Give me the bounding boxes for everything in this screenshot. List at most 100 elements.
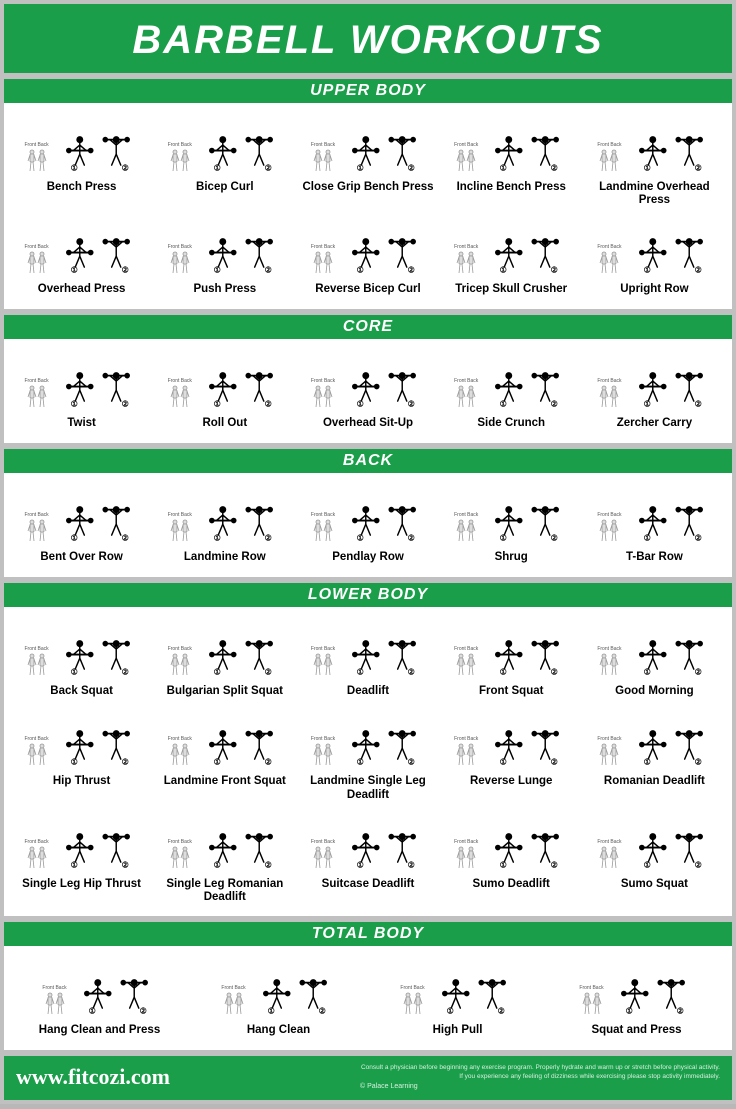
svg-text:①: ①: [625, 1007, 632, 1016]
svg-text:②: ②: [265, 758, 272, 767]
anatomy-icon: Front Back: [168, 244, 192, 281]
exercise-cell: Front Back ①: [155, 479, 294, 565]
svg-text:①: ①: [643, 758, 650, 767]
svg-text:①: ①: [214, 400, 221, 409]
disclaimer-text: Consult a physician before beginning any…: [360, 1064, 720, 1081]
exercise-figure-icon: ① ②: [200, 622, 282, 683]
exercise-figure-icon: ① ②: [486, 712, 568, 773]
svg-text:①: ①: [214, 164, 221, 173]
svg-text:①: ①: [500, 758, 507, 767]
anatomy-label: Front Back: [454, 378, 478, 384]
exercise-illustration: Front Back ①: [298, 703, 437, 775]
svg-text:②: ②: [121, 758, 128, 767]
exercise-illustration: Front Back ①: [298, 806, 437, 878]
exercise-figure-icon: ① ②: [57, 488, 139, 549]
anatomy-label: Front Back: [311, 142, 335, 148]
exercise-name: Sumo Squat: [585, 878, 724, 892]
anatomy-label: Front Back: [597, 142, 621, 148]
exercise-name: Zercher Carry: [585, 417, 724, 431]
anatomy-label: Front Back: [454, 736, 478, 742]
exercise-cell: Front Back ①: [549, 952, 724, 1038]
exercise-name: Landmine Overhead Press: [585, 181, 724, 207]
svg-text:②: ②: [408, 758, 415, 767]
svg-text:②: ②: [265, 860, 272, 869]
anatomy-label: Front Back: [168, 839, 192, 845]
exercise-cell: Front Back ①: [442, 345, 581, 431]
svg-text:②: ②: [265, 400, 272, 409]
anatomy-label: Front Back: [454, 142, 478, 148]
anatomy-label: Front Back: [311, 512, 335, 518]
exercise-name: Bench Press: [12, 181, 151, 195]
anatomy-label: Front Back: [597, 244, 621, 250]
svg-text:①: ①: [357, 164, 364, 173]
section-body: Front Back ①: [4, 607, 732, 916]
exercise-illustration: Front Back ①: [298, 211, 437, 283]
exercise-row: Front Back ①: [12, 479, 724, 565]
anatomy-label: Front Back: [168, 244, 192, 250]
svg-text:①: ①: [70, 164, 77, 173]
exercise-name: Twist: [12, 417, 151, 431]
exercise-name: Landmine Row: [155, 551, 294, 565]
exercise-name: Roll Out: [155, 417, 294, 431]
exercise-name: Single Leg Romanian Deadlift: [155, 878, 294, 904]
exercise-illustration: Front Back ①: [298, 479, 437, 551]
svg-text:②: ②: [551, 266, 558, 275]
exercise-figure-icon: ① ②: [630, 118, 712, 179]
svg-text:②: ②: [408, 860, 415, 869]
svg-text:①: ①: [500, 860, 507, 869]
exercise-figure-icon: ① ②: [200, 118, 282, 179]
footer: www.fitcozi.com Consult a physician befo…: [4, 1056, 732, 1100]
anatomy-label: Front Back: [221, 985, 245, 991]
anatomy-icon: Front Back: [311, 646, 335, 683]
svg-text:②: ②: [551, 860, 558, 869]
exercise-figure-icon: ① ②: [433, 961, 515, 1022]
svg-text:②: ②: [408, 266, 415, 275]
anatomy-icon: Front Back: [42, 985, 66, 1022]
anatomy-label: Front Back: [25, 839, 49, 845]
exercise-cell: Front Back ①: [298, 806, 437, 904]
svg-text:①: ①: [70, 758, 77, 767]
anatomy-icon: Front Back: [579, 985, 603, 1022]
anatomy-label: Front Back: [454, 839, 478, 845]
exercise-figure-icon: ① ②: [343, 354, 425, 415]
exercise-cell: Front Back ①: [298, 613, 437, 699]
svg-text:①: ①: [357, 668, 364, 677]
svg-text:①: ①: [214, 534, 221, 543]
exercise-name: Overhead Sit-Up: [298, 417, 437, 431]
exercise-figure-icon: ① ②: [343, 220, 425, 281]
exercise-cell: Front Back ①: [191, 952, 366, 1038]
anatomy-icon: Front Back: [25, 839, 49, 876]
exercise-name: Bulgarian Split Squat: [155, 685, 294, 699]
exercise-illustration: Front Back ①: [191, 952, 366, 1024]
anatomy-icon: Front Back: [168, 839, 192, 876]
anatomy-label: Front Back: [597, 736, 621, 742]
exercise-name: High Pull: [370, 1024, 545, 1038]
exercise-illustration: Front Back ①: [585, 109, 724, 181]
anatomy-icon: Front Back: [168, 736, 192, 773]
anatomy-icon: Front Back: [454, 378, 478, 415]
exercise-cell: Front Back ①: [585, 211, 724, 297]
exercise-figure-icon: ① ②: [612, 961, 694, 1022]
anatomy-icon: Front Back: [221, 985, 245, 1022]
exercise-illustration: Front Back ①: [155, 109, 294, 181]
exercise-figure-icon: ① ②: [343, 712, 425, 773]
exercise-illustration: Front Back ①: [585, 479, 724, 551]
anatomy-label: Front Back: [168, 736, 192, 742]
exercise-name: Single Leg Hip Thrust: [12, 878, 151, 892]
exercise-name: Reverse Lunge: [442, 775, 581, 789]
exercise-figure-icon: ① ②: [343, 118, 425, 179]
anatomy-label: Front Back: [400, 985, 424, 991]
exercise-name: Hang Clean: [191, 1024, 366, 1038]
exercise-illustration: Front Back ①: [12, 345, 151, 417]
svg-text:②: ②: [265, 668, 272, 677]
svg-text:②: ②: [497, 1007, 504, 1016]
exercise-illustration: Front Back ①: [155, 211, 294, 283]
exercise-illustration: Front Back ①: [442, 479, 581, 551]
anatomy-label: Front Back: [597, 646, 621, 652]
exercise-figure-icon: ① ②: [57, 118, 139, 179]
svg-text:①: ①: [70, 668, 77, 677]
svg-text:②: ②: [121, 164, 128, 173]
workout-poster: BARBELL WORKOUTS UPPER BODY Front Back: [0, 0, 736, 1104]
section-header: UPPER BODY: [4, 79, 732, 103]
svg-text:①: ①: [500, 534, 507, 543]
